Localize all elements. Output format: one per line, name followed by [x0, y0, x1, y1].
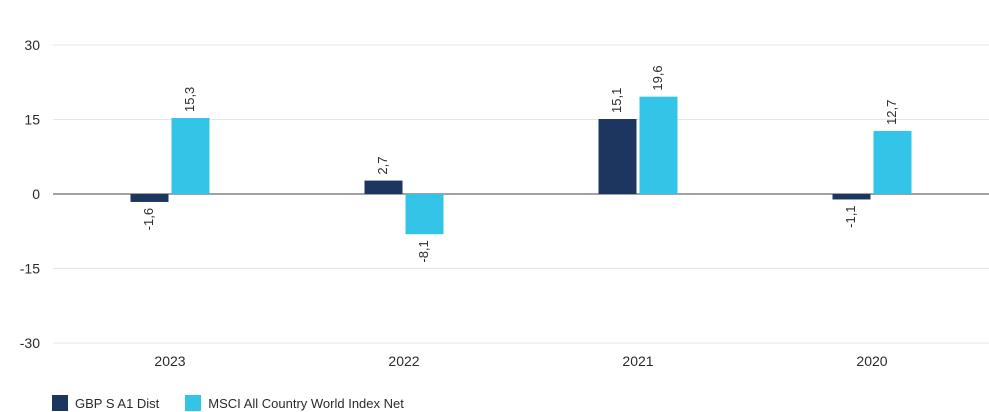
- data-label: -1,6: [141, 208, 156, 230]
- x-tick-label: 2020: [856, 353, 887, 369]
- legend-item-series-1: GBP S A1 Dist: [52, 395, 159, 411]
- x-tick-label: 2022: [388, 353, 419, 369]
- bar-series-2-2022: [406, 194, 444, 234]
- x-axis: 2023 2022 2021 2020: [154, 353, 887, 369]
- legend-swatch-series-2: [185, 395, 201, 411]
- y-axis: 30 15 0 -15 -30: [20, 37, 40, 351]
- y-tick-label: 30: [24, 37, 40, 53]
- legend-label-series-1: GBP S A1 Dist: [75, 396, 159, 411]
- y-tick-label: 15: [24, 112, 40, 128]
- data-label: 19,6: [650, 65, 665, 90]
- bar-series-2-2021: [640, 97, 678, 194]
- bar-chart: 30 15 0 -15 -30 -1,6 15,3 2,7 -8,1 15,1 19,6 -1,1 1…: [0, 0, 989, 392]
- legend: GBP S A1 Dist MSCI All Country World Ind…: [52, 394, 430, 412]
- x-tick-label: 2023: [154, 353, 185, 369]
- bar-series-1-2023: [131, 194, 169, 202]
- data-label: 15,3: [182, 87, 197, 112]
- bar-series-2-2023: [172, 118, 210, 194]
- bar-series-1-2022: [365, 181, 403, 194]
- data-label: 2,7: [375, 157, 390, 175]
- data-label: 12,7: [884, 100, 899, 125]
- legend-item-series-2: MSCI All Country World Index Net: [185, 395, 404, 411]
- data-label: -1,1: [843, 205, 858, 227]
- bars: -1,6 15,3 2,7 -8,1 15,1 19,6 -1,1 12,7: [131, 65, 912, 262]
- y-tick-label: -30: [20, 335, 40, 351]
- data-label: -8,1: [416, 240, 431, 262]
- bar-series-1-2020: [833, 194, 871, 199]
- legend-label-series-2: MSCI All Country World Index Net: [208, 396, 404, 411]
- y-tick-label: -15: [20, 261, 40, 277]
- x-tick-label: 2021: [622, 353, 653, 369]
- data-label: 15,1: [609, 88, 624, 113]
- legend-swatch-series-1: [52, 395, 68, 411]
- bar-series-2-2020: [874, 131, 912, 194]
- y-tick-label: 0: [32, 186, 40, 202]
- bar-series-1-2021: [599, 119, 637, 194]
